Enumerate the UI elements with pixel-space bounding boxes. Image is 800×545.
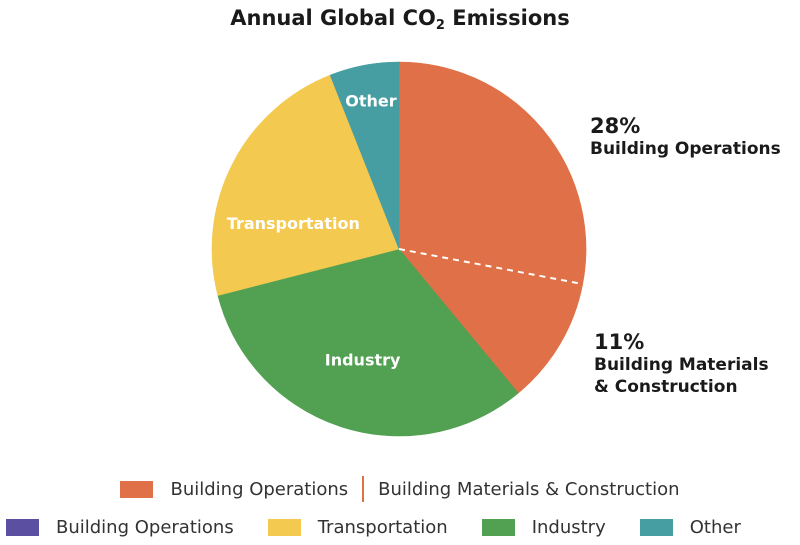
callout-building-operations-percent: 28% <box>590 114 641 138</box>
pie-slice-other <box>329 61 400 250</box>
slice-label-other: Other <box>345 92 396 111</box>
legend-row-building: Building Operations Building Materials &… <box>0 476 800 502</box>
legend-swatch-other <box>639 519 673 536</box>
callout-building-materials: 11% Building Materials & Construction <box>594 330 769 398</box>
pie-slice-transportation <box>211 74 400 296</box>
legend-swatch-industry <box>481 519 515 536</box>
legend-divider <box>362 476 365 502</box>
callout-building-materials-label-line1: Building Materials <box>594 355 769 375</box>
legend-label-building-operations: Building Operations <box>170 478 349 500</box>
callout-building-materials-label-line2: & Construction <box>594 377 738 397</box>
pie-slice-industry <box>217 248 519 437</box>
pie-slice-building-operations <box>398 61 587 285</box>
legend-label-industry: Industry <box>531 517 606 538</box>
chart-title-suffix: Emissions <box>444 6 570 30</box>
legend-item-building-operations: Building Operations <box>120 479 348 500</box>
legend-row-sectors: Building Operations Transportation Indus… <box>0 517 800 538</box>
chart-title-main: Annual Global CO <box>230 6 436 30</box>
slice-label-industry: Industry <box>325 351 401 370</box>
building-slice-divider <box>398 248 583 286</box>
legend-item-building-materials: Building Materials & Construction <box>378 479 679 500</box>
legend-label-other: Other <box>689 517 741 538</box>
legend-item-other: Other <box>639 517 741 538</box>
legend-label-building-materials: Building Materials & Construction <box>378 478 680 500</box>
chart-title-subscript: 2 <box>435 18 445 33</box>
legend-swatch-building-operations-2 <box>6 519 39 536</box>
legend-label-transportation: Transportation <box>317 517 448 538</box>
legend-item-building-operations-2: Building Operations <box>6 517 234 538</box>
legend-label-building-operations-2: Building Operations <box>56 517 234 538</box>
callout-building-operations: 28% Building Operations <box>590 114 781 160</box>
slice-label-transportation: Transportation <box>227 214 360 233</box>
callout-building-operations-label: Building Operations <box>590 139 781 159</box>
legend-swatch-building-operations <box>120 480 154 498</box>
callout-building-materials-percent: 11% <box>594 330 645 354</box>
pie-slice-building-materials-and-construction <box>398 248 584 394</box>
legend-item-industry: Industry <box>481 517 606 538</box>
chart-title: Annual Global CO2 Emissions <box>0 6 800 33</box>
legend-swatch-transportation <box>267 519 301 536</box>
legend-item-transportation: Transportation <box>267 517 448 538</box>
